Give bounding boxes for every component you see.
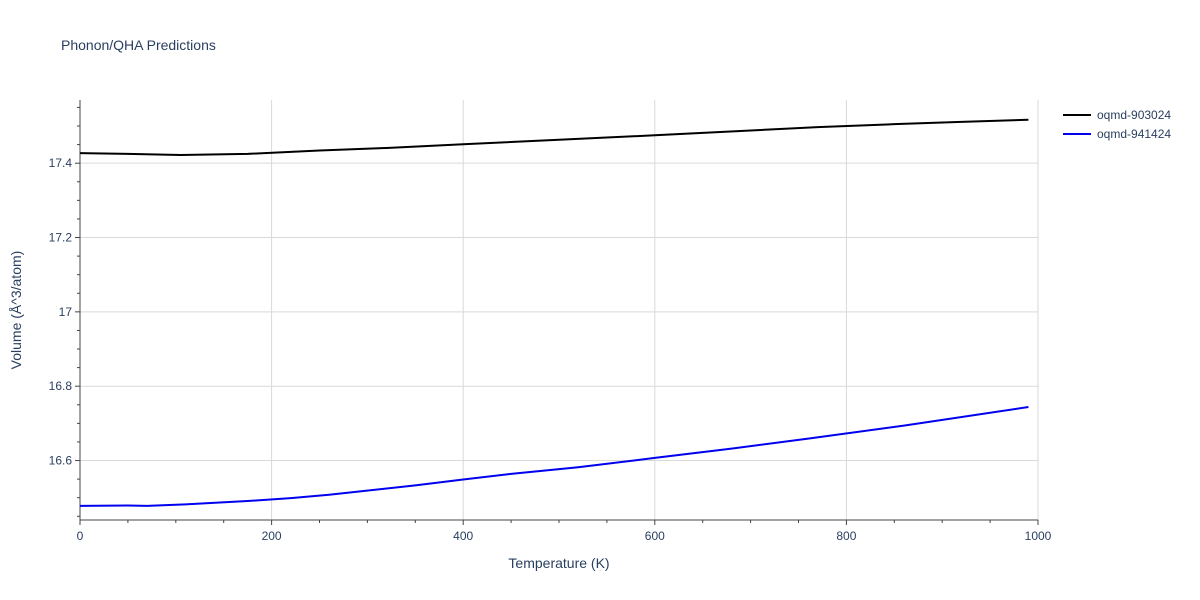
y-tick-label: 17.2: [49, 231, 73, 245]
x-tick-label: 200: [262, 529, 282, 543]
y-axis-title: Volume (Å^3/atom): [8, 251, 24, 370]
y-tick-label: 17.4: [49, 156, 73, 170]
chart-title: Phonon/QHA Predictions: [61, 37, 216, 53]
y-tick-label: 16.6: [49, 454, 73, 468]
x-tick-label: 0: [77, 529, 84, 543]
grid: [80, 100, 1039, 520]
series-layer: [79, 118, 1029, 507]
legend-label: oqmd-903024: [1097, 108, 1171, 122]
x-tick-label: 600: [645, 529, 665, 543]
legend: oqmd-903024 oqmd-941424: [1063, 108, 1171, 141]
series-line-oqmd-941424: [79, 406, 1029, 507]
x-axis-title: Temperature (K): [508, 555, 609, 571]
y-tick-label: 16.8: [49, 379, 73, 393]
legend-label: oqmd-941424: [1097, 127, 1171, 141]
series-line-oqmd-903024: [79, 118, 1029, 157]
x-tick-label: 1000: [1025, 529, 1052, 543]
y-tick-label: 17: [59, 305, 73, 319]
x-tick-label: 800: [836, 529, 856, 543]
x-tick-label: 400: [453, 529, 473, 543]
axes: 0 200 400 600 800 1000 16.6 16.8 17 17.2 17.4: [49, 100, 1052, 543]
